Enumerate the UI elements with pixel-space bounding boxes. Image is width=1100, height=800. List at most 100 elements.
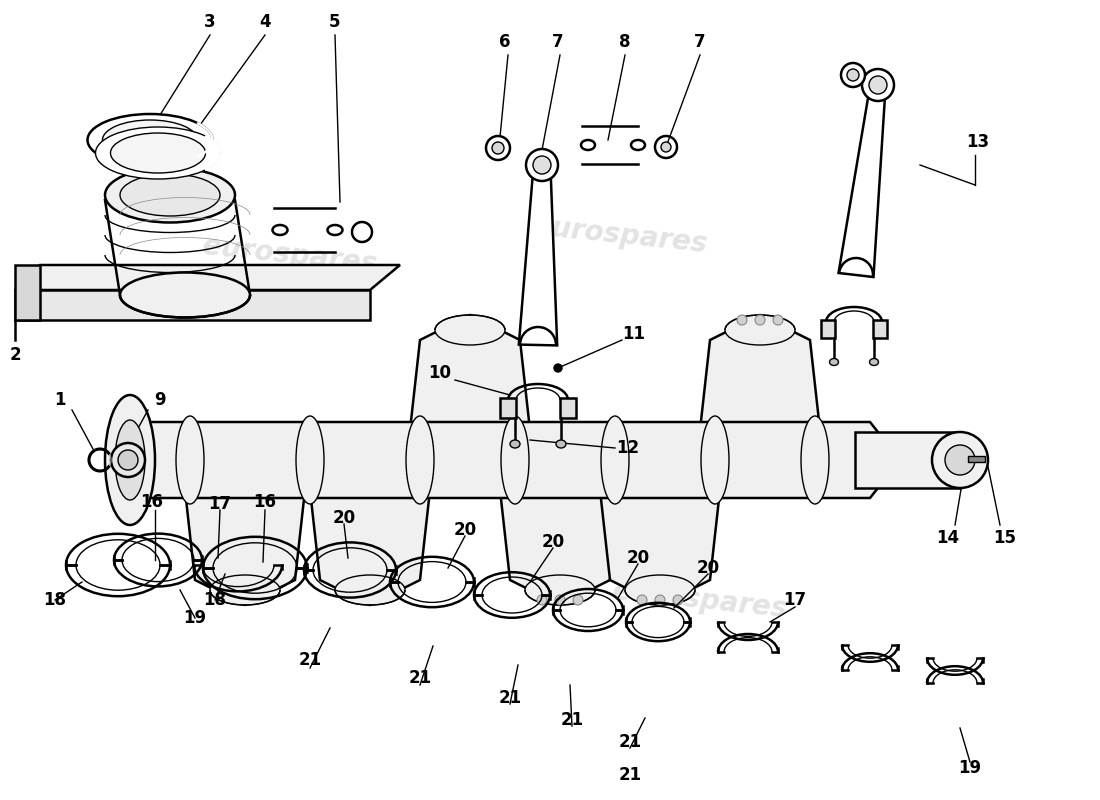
Text: eurospares: eurospares	[531, 212, 708, 258]
Ellipse shape	[434, 315, 505, 345]
Ellipse shape	[801, 416, 829, 504]
Polygon shape	[821, 320, 835, 338]
Text: 21: 21	[498, 689, 521, 707]
Circle shape	[111, 443, 145, 477]
Circle shape	[556, 595, 565, 605]
Ellipse shape	[273, 225, 287, 235]
Polygon shape	[600, 490, 720, 605]
Ellipse shape	[406, 416, 434, 504]
Text: 20: 20	[541, 533, 564, 551]
Polygon shape	[15, 290, 370, 320]
Ellipse shape	[104, 395, 155, 525]
Text: 19: 19	[958, 759, 981, 777]
Polygon shape	[310, 490, 430, 605]
Ellipse shape	[120, 273, 250, 318]
Circle shape	[537, 595, 547, 605]
Circle shape	[842, 63, 865, 87]
Circle shape	[573, 595, 583, 605]
Text: 18: 18	[44, 591, 66, 609]
Text: 7: 7	[694, 33, 706, 51]
Ellipse shape	[328, 225, 342, 235]
Ellipse shape	[945, 445, 975, 475]
Text: 16: 16	[141, 493, 164, 511]
Text: 20: 20	[332, 509, 355, 527]
Text: 21: 21	[298, 651, 321, 669]
Ellipse shape	[120, 174, 220, 216]
Polygon shape	[185, 490, 305, 605]
Circle shape	[637, 595, 647, 605]
Ellipse shape	[701, 416, 729, 504]
Ellipse shape	[116, 420, 145, 500]
Polygon shape	[855, 432, 960, 488]
Text: 21: 21	[408, 669, 431, 687]
Text: 15: 15	[993, 529, 1016, 547]
Polygon shape	[560, 398, 576, 418]
Circle shape	[773, 315, 783, 325]
Ellipse shape	[88, 114, 212, 166]
Polygon shape	[700, 315, 820, 430]
Text: 17: 17	[208, 495, 232, 513]
Text: 9: 9	[154, 391, 166, 409]
Polygon shape	[500, 490, 620, 605]
Circle shape	[755, 315, 764, 325]
Text: 2: 2	[9, 346, 21, 364]
Text: 20: 20	[453, 521, 476, 539]
Text: 17: 17	[783, 591, 806, 609]
Ellipse shape	[104, 167, 235, 222]
Text: 3: 3	[205, 13, 216, 31]
Ellipse shape	[525, 575, 595, 605]
Ellipse shape	[296, 416, 324, 504]
Text: 1: 1	[54, 391, 66, 409]
Text: 16: 16	[253, 493, 276, 511]
Ellipse shape	[601, 416, 629, 504]
Circle shape	[486, 136, 510, 160]
Text: 18: 18	[204, 591, 227, 609]
Ellipse shape	[176, 416, 204, 504]
Text: 10: 10	[429, 364, 451, 382]
Circle shape	[673, 595, 683, 605]
Ellipse shape	[510, 440, 520, 448]
Circle shape	[526, 149, 558, 181]
Text: 19: 19	[184, 609, 207, 627]
Circle shape	[862, 69, 894, 101]
Ellipse shape	[625, 575, 695, 605]
Polygon shape	[15, 265, 40, 320]
Ellipse shape	[102, 120, 198, 160]
Circle shape	[118, 450, 138, 470]
Circle shape	[661, 142, 671, 152]
Text: 21: 21	[560, 711, 584, 729]
Ellipse shape	[336, 575, 405, 605]
Text: 21: 21	[618, 766, 641, 784]
Ellipse shape	[932, 432, 988, 488]
Ellipse shape	[556, 440, 566, 448]
Text: eurospares: eurospares	[201, 232, 378, 278]
Polygon shape	[15, 265, 400, 290]
Circle shape	[869, 76, 887, 94]
Text: 11: 11	[623, 325, 646, 343]
Text: 20: 20	[696, 559, 719, 577]
Circle shape	[654, 595, 666, 605]
Circle shape	[847, 69, 859, 81]
Polygon shape	[838, 84, 886, 277]
Text: eurospares: eurospares	[612, 577, 789, 623]
Ellipse shape	[725, 315, 795, 345]
Text: 8: 8	[619, 33, 630, 51]
Ellipse shape	[110, 133, 206, 173]
Circle shape	[554, 364, 562, 372]
Polygon shape	[410, 315, 530, 430]
Ellipse shape	[829, 358, 838, 366]
Polygon shape	[968, 456, 984, 462]
Text: 7: 7	[552, 33, 564, 51]
Ellipse shape	[210, 575, 280, 605]
Circle shape	[737, 315, 747, 325]
Ellipse shape	[581, 140, 595, 150]
Text: 13: 13	[967, 133, 990, 151]
Ellipse shape	[500, 416, 529, 504]
Polygon shape	[519, 165, 558, 346]
Text: 14: 14	[936, 529, 959, 547]
Text: 12: 12	[616, 439, 639, 457]
Text: 6: 6	[499, 33, 510, 51]
Polygon shape	[873, 320, 887, 338]
Ellipse shape	[631, 140, 645, 150]
Polygon shape	[500, 398, 516, 418]
